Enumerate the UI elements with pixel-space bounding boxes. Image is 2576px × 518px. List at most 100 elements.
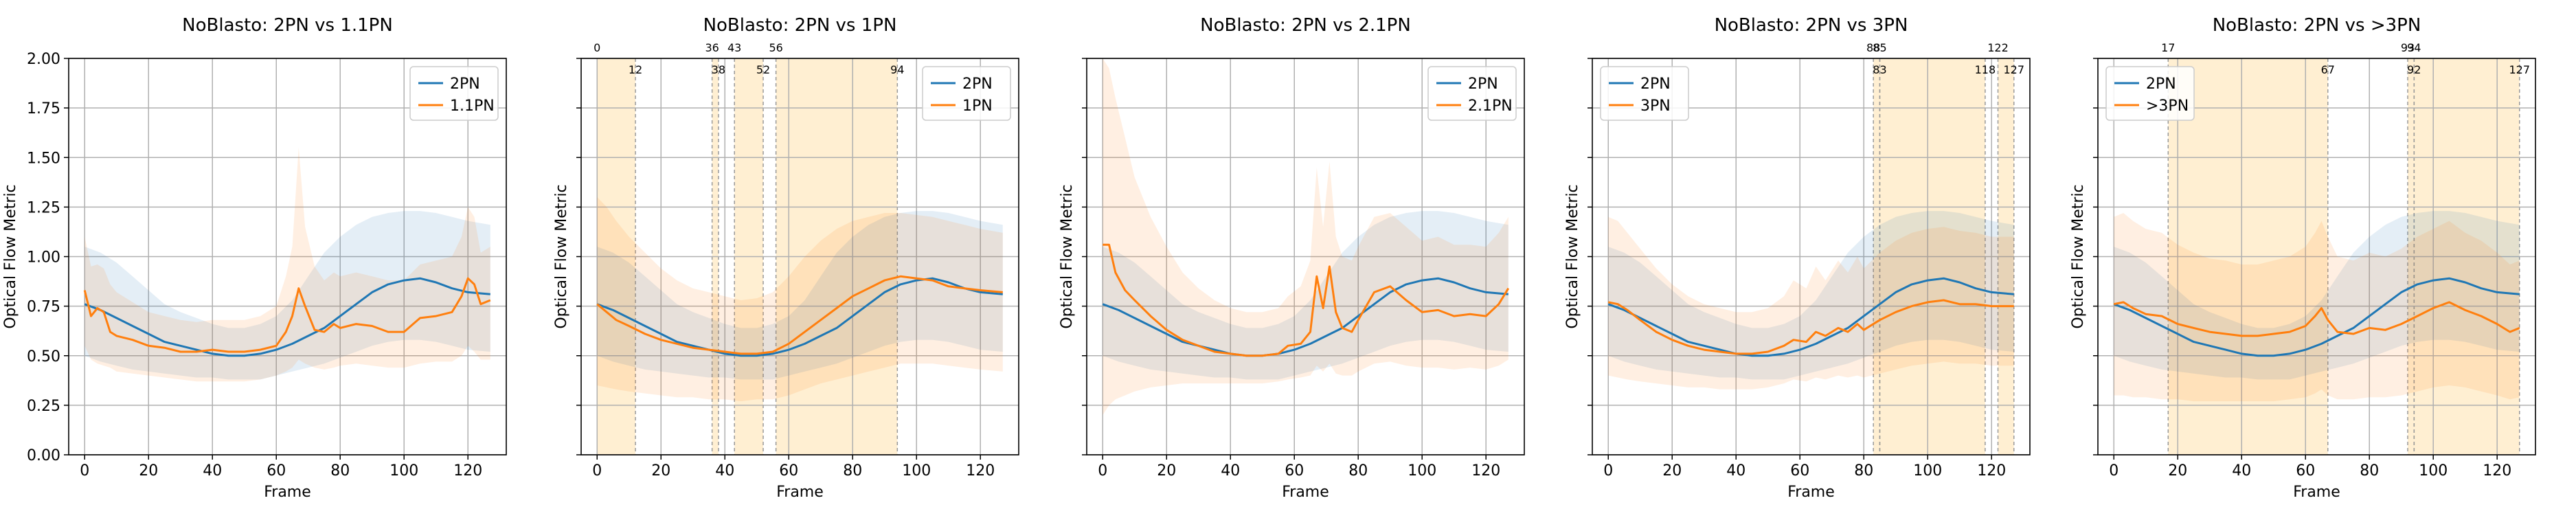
y-tick-label: 0.25 bbox=[27, 398, 60, 415]
series-line-2PN bbox=[596, 277, 1003, 357]
data-layer bbox=[596, 196, 1003, 402]
legend-box bbox=[1427, 66, 1517, 121]
legend-box bbox=[409, 66, 499, 121]
x-tick-label: 0 bbox=[1603, 462, 1613, 480]
highlight-start-label: 43 bbox=[727, 41, 741, 54]
x-tick-label: 80 bbox=[843, 462, 862, 480]
x-tick-label: 20 bbox=[1662, 462, 1682, 480]
y-axis-label: Optical Flow Metric bbox=[553, 184, 570, 328]
x-tick-label: 120 bbox=[1977, 462, 2006, 480]
x-tick-label: 60 bbox=[267, 462, 286, 480]
legend-entry: 3PN bbox=[1640, 98, 1671, 115]
x-tick-label: 60 bbox=[1790, 462, 1809, 480]
x-tick-label: 100 bbox=[902, 462, 931, 480]
highlight-start-label: 0 bbox=[594, 41, 600, 54]
series-line-2PN bbox=[1607, 277, 2014, 357]
y-tick-label: 1.50 bbox=[27, 150, 60, 167]
highlight-start-label: 56 bbox=[769, 41, 782, 54]
chart-title: NoBlasto: 2PN vs >3PN bbox=[2213, 15, 2421, 36]
series-line-2PN bbox=[1102, 277, 1509, 357]
series-line->3PN bbox=[2113, 301, 2520, 337]
legend-box bbox=[1600, 66, 1689, 121]
highlight-end-label: 12 bbox=[629, 63, 642, 76]
x-tick-label: 120 bbox=[966, 462, 995, 480]
confidence-band-2PN bbox=[1103, 211, 1509, 380]
chart-title: NoBlasto: 2PN vs 3PN bbox=[1715, 15, 1908, 36]
confidence-band-2PN bbox=[1608, 211, 2014, 380]
highlight-start-label: 122 bbox=[1987, 41, 2009, 54]
legend: 2PN 2.1PN bbox=[1427, 66, 1517, 121]
chart-title: NoBlasto: 2PN vs 1.1PN bbox=[182, 15, 393, 36]
legend-entry: >3PN bbox=[2146, 98, 2189, 115]
highlight-end-label: 94 bbox=[890, 63, 904, 76]
highlight-end-label: 92 bbox=[2407, 63, 2421, 76]
legend-entry: 2PN bbox=[1468, 76, 1498, 93]
x-tick-label: 40 bbox=[2232, 462, 2251, 480]
legend-entry: 1.1PN bbox=[450, 98, 495, 115]
x-tick-label: 0 bbox=[80, 462, 89, 480]
y-tick-label: 1.00 bbox=[27, 249, 60, 267]
x-tick-label: 20 bbox=[1157, 462, 1176, 480]
highlight-start-label: 93 bbox=[2401, 41, 2415, 54]
legend-entry: 2PN bbox=[450, 76, 480, 93]
highlight-end-label: 83 bbox=[1873, 63, 1886, 76]
highlight-end-label: 127 bbox=[2003, 63, 2024, 76]
chart-panel-3: 0 20 40 60 80 100 120 NoBlasto: 2PN vs 2.1PN Fra… bbox=[1059, 15, 1525, 501]
legend: 2PN 1.1PN bbox=[409, 66, 499, 121]
series-line-3PN bbox=[1607, 299, 2014, 355]
highlight-end-label: 67 bbox=[2321, 63, 2335, 76]
y-tick-label: 1.75 bbox=[27, 100, 60, 117]
x-tick-label: 60 bbox=[1285, 462, 1304, 480]
confidence-band-2PN bbox=[597, 211, 1003, 380]
x-tick-label: 20 bbox=[139, 462, 158, 480]
legend-entry: 2PN bbox=[1640, 76, 1671, 93]
y-axis-label: Optical Flow Metric bbox=[1059, 184, 1076, 328]
x-tick-label: 60 bbox=[2296, 462, 2315, 480]
y-tick-label: 0.00 bbox=[27, 447, 60, 464]
confidence-band-1.1PN bbox=[84, 147, 490, 382]
series-line-2PN bbox=[84, 277, 490, 357]
legend-entry: 1PN bbox=[962, 98, 993, 115]
x-axis-label: Frame bbox=[2293, 484, 2340, 501]
x-tick-label: 40 bbox=[1221, 462, 1240, 480]
x-tick-label: 40 bbox=[1726, 462, 1745, 480]
series-line-1PN bbox=[596, 275, 1003, 355]
y-tick-label: 1.25 bbox=[27, 199, 60, 216]
highlight-start-label: 85 bbox=[1873, 41, 1886, 54]
y-tick-label: 0.50 bbox=[27, 348, 60, 365]
y-tick-label: 2.00 bbox=[27, 51, 60, 68]
x-tick-label: 80 bbox=[330, 462, 350, 480]
highlight-end-label: 118 bbox=[1975, 63, 1996, 76]
series-line-1.1PN bbox=[83, 277, 491, 353]
x-tick-label: 20 bbox=[651, 462, 670, 480]
highlight-end-label: 52 bbox=[756, 63, 770, 76]
x-axis-label: Frame bbox=[776, 484, 824, 501]
y-axis-label: Optical Flow Metric bbox=[2070, 184, 2087, 328]
x-tick-label: 100 bbox=[1913, 462, 1942, 480]
x-tick-label: 100 bbox=[1408, 462, 1436, 480]
x-tick-label: 80 bbox=[1854, 462, 1873, 480]
highlight-start-label: 17 bbox=[2161, 41, 2175, 54]
x-tick-label: 40 bbox=[715, 462, 734, 480]
chart-panel-4: 0 20 40 60 80 100 120 NoBlasto: 2PN vs 3PN Frame… bbox=[1564, 15, 2031, 501]
confidence-band-2PN bbox=[84, 211, 490, 380]
chart-panel-1: 0 20 40 60 80 100 120 0.00 0.25 0.50 0.75 1.00 1.25 1… bbox=[2, 15, 507, 501]
confidence-band->3PN bbox=[2114, 213, 2520, 402]
legend-box bbox=[922, 66, 1011, 121]
x-tick-label: 120 bbox=[2483, 462, 2511, 480]
highlight-end-label: 127 bbox=[2509, 63, 2530, 76]
data-layer bbox=[83, 147, 491, 382]
highlight-start-label: 36 bbox=[705, 41, 719, 54]
series-line-2.1PN bbox=[1103, 243, 1510, 357]
data-layer bbox=[1102, 58, 1510, 416]
chart-title: NoBlasto: 2PN vs 2.1PN bbox=[1200, 15, 1411, 36]
x-tick-label: 60 bbox=[779, 462, 798, 480]
x-axis-label: Frame bbox=[264, 484, 311, 501]
y-tick-label: 0.75 bbox=[27, 299, 60, 316]
legend: 2PN >3PN bbox=[2105, 66, 2195, 121]
legend-entry: 2PN bbox=[962, 76, 993, 93]
